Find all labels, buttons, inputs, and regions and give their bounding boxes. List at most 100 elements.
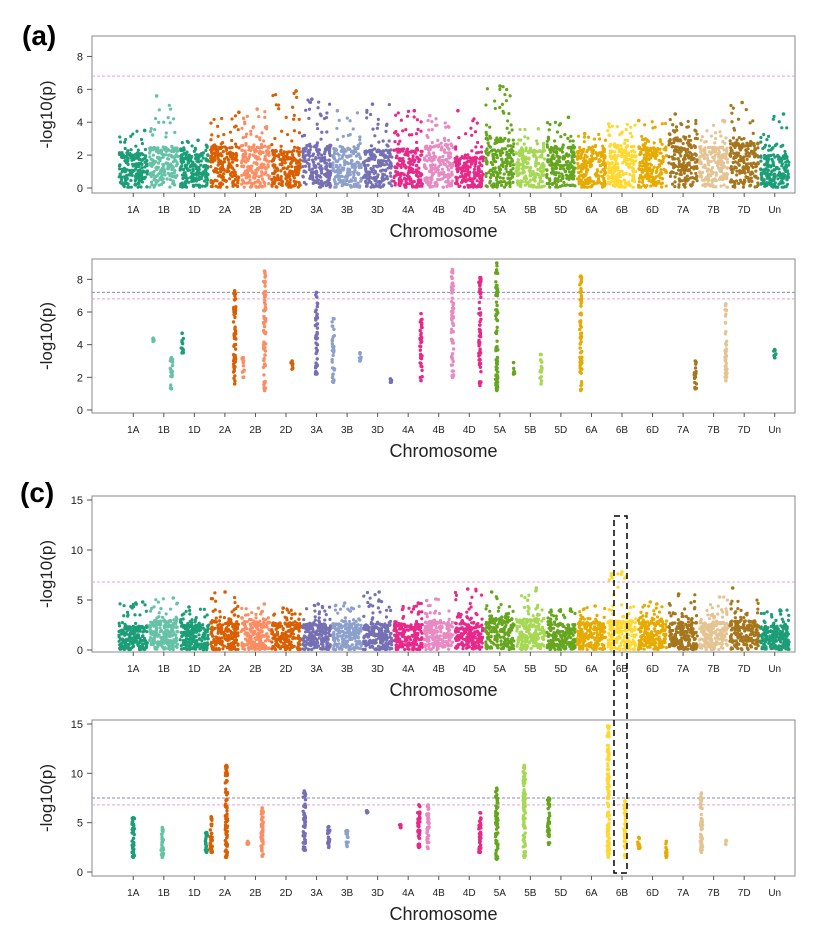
snp-point [496, 148, 500, 152]
snp-point [657, 158, 661, 162]
snp-point [170, 360, 175, 364]
x-tick-label-2D: 2D [280, 205, 293, 216]
snp-point [216, 163, 220, 167]
snp-point [255, 149, 259, 153]
snp-point [273, 180, 277, 184]
snp-point [315, 362, 319, 367]
snp-point [216, 156, 220, 160]
snp-point [477, 361, 482, 366]
snp-point [614, 182, 619, 186]
snp-point [369, 144, 373, 148]
snp-point [547, 182, 551, 186]
snp-point [563, 169, 568, 173]
snp-point [395, 154, 399, 158]
snp-point [283, 161, 287, 165]
snp-point [475, 121, 479, 125]
snp-point [403, 185, 407, 189]
snp-point [295, 172, 299, 176]
snp-point [434, 144, 438, 148]
snp-point [473, 175, 477, 179]
snp-point [232, 336, 237, 341]
snp-point [136, 153, 140, 157]
snp-point [233, 360, 237, 364]
snp-point [534, 162, 538, 166]
snp-point [313, 323, 318, 328]
snp-point [143, 147, 147, 152]
snp-point [505, 87, 509, 92]
snp-point [302, 180, 306, 185]
snp-point [711, 177, 715, 182]
snp-point [251, 153, 255, 157]
snp-point [209, 121, 213, 125]
snp-point [471, 159, 475, 163]
snp-point [491, 163, 495, 167]
snp-point [438, 172, 442, 176]
snp-point [449, 184, 454, 188]
snp-point [245, 114, 249, 118]
snp-point [406, 109, 411, 113]
snp-point [209, 148, 213, 152]
series-3B [331, 108, 363, 189]
snp-point [686, 119, 690, 124]
snp-point [155, 155, 160, 160]
snp-point [714, 131, 718, 135]
snp-point [687, 144, 692, 148]
snp-point [660, 142, 664, 146]
snp-point [251, 175, 256, 180]
series-2B [240, 355, 246, 380]
snp-point [386, 166, 390, 170]
snp-point [759, 140, 763, 144]
snp-point [470, 133, 474, 137]
snp-point [659, 172, 663, 176]
snp-point [660, 122, 664, 126]
snp-point [773, 181, 777, 185]
x-tick-label-2D: 2D [280, 425, 293, 436]
snp-point [616, 153, 620, 158]
snp-point [693, 136, 698, 141]
snp-point [495, 178, 499, 182]
snp-point [337, 118, 341, 122]
snp-point [663, 121, 668, 126]
snp-point [263, 284, 267, 288]
snp-point [263, 184, 267, 188]
snp-point [481, 159, 485, 163]
snp-point [133, 182, 137, 186]
snp-point [724, 154, 728, 158]
snp-point [331, 372, 335, 376]
snp-point [145, 159, 149, 163]
snp-point [357, 166, 362, 170]
snp-point [282, 166, 286, 170]
snp-point [252, 181, 256, 186]
snp-point [565, 174, 570, 178]
snp-point [274, 154, 278, 158]
snp-point [679, 122, 683, 126]
snp-point [523, 135, 527, 139]
snp-point [682, 183, 686, 187]
snp-point [250, 184, 254, 188]
x-tick-label-6A: 6A [585, 425, 598, 436]
snp-point [286, 165, 291, 169]
x-tick-label-Un: Un [768, 425, 781, 436]
snp-point [141, 153, 145, 157]
snp-point [524, 149, 528, 153]
snp-point [276, 173, 280, 178]
snp-point [366, 163, 370, 167]
snp-point [285, 152, 289, 156]
snp-point [496, 174, 500, 178]
snp-point [166, 157, 170, 161]
snp-point [619, 144, 623, 148]
snp-point [641, 143, 645, 147]
snp-point [661, 154, 665, 159]
snp-point [204, 148, 208, 153]
snp-point [401, 129, 405, 133]
snp-point [234, 357, 238, 361]
snp-point [429, 155, 433, 160]
snp-point [730, 149, 734, 153]
snp-point [487, 144, 491, 148]
snp-point [552, 181, 556, 185]
snp-point [303, 146, 308, 150]
snp-point [541, 143, 546, 147]
series-5A [484, 84, 516, 189]
snp-point [363, 164, 367, 168]
snp-point [476, 140, 480, 145]
